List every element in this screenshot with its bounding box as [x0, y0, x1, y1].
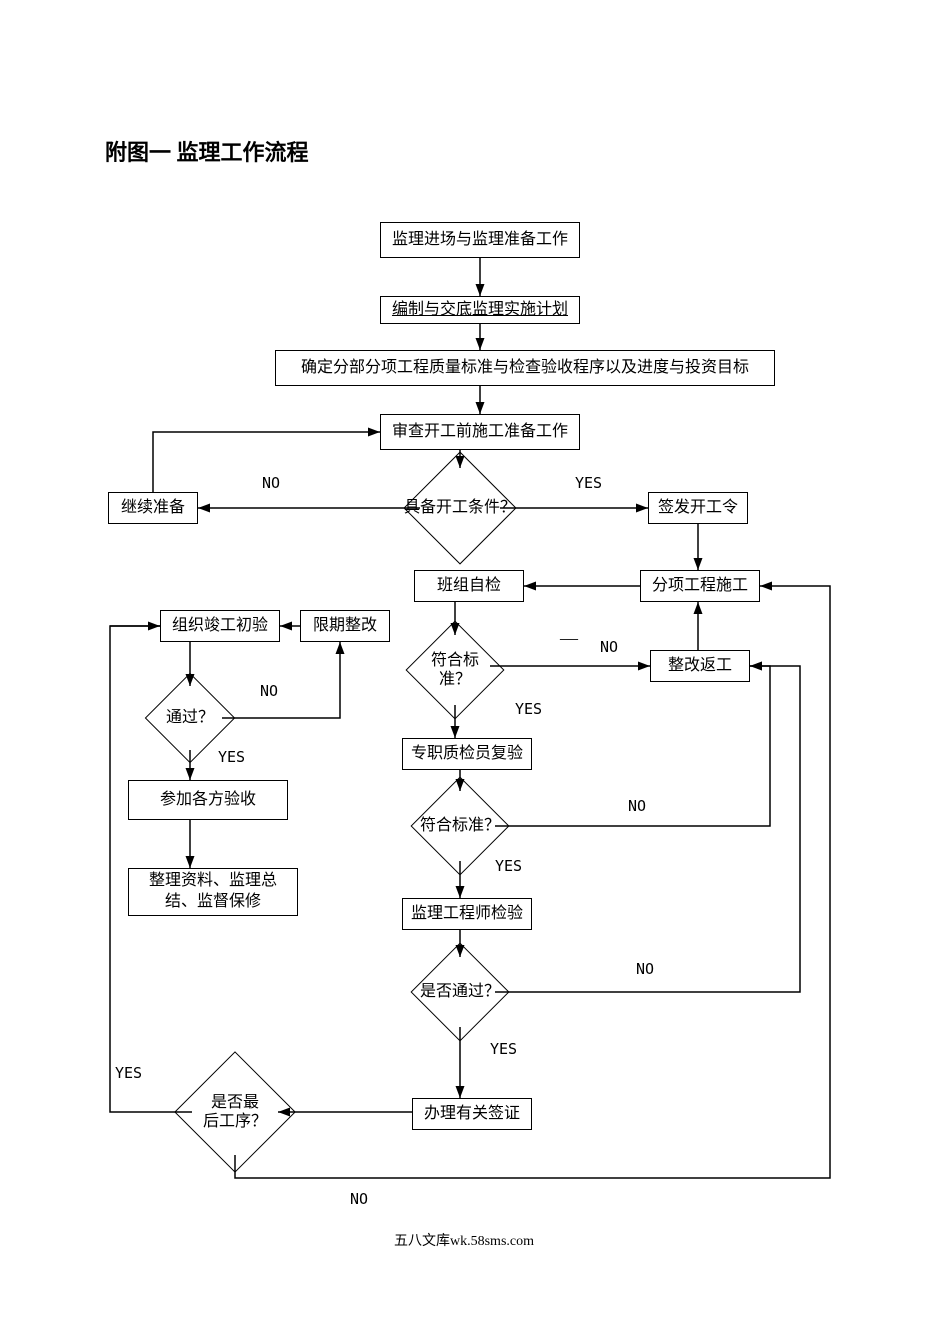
node-n6: 签发开工令: [648, 492, 748, 524]
node-n4: 审查开工前施工准备工作: [380, 414, 580, 450]
label-d4-no: NO: [636, 960, 654, 978]
label-d5-yes: YES: [115, 1064, 142, 1082]
node-n10: 专职质检员复验: [402, 738, 532, 770]
decision-d4-shape: [411, 943, 510, 1042]
label-d2-yes: YES: [515, 700, 542, 718]
label-d3-yes: YES: [495, 857, 522, 875]
label-d4-yes: YES: [490, 1040, 517, 1058]
node-n8: 分项工程施工: [640, 570, 760, 602]
label-d2-no: NO: [600, 638, 618, 656]
dash-mark: —: [560, 628, 578, 649]
label-d3-no: NO: [628, 797, 646, 815]
decision-d2-shape: [406, 621, 505, 720]
node-n5: 继续准备: [108, 492, 198, 524]
node-n14: 限期整改: [300, 610, 390, 642]
node-n15: 参加各方验收: [128, 780, 288, 820]
decision-d5-shape: [174, 1051, 296, 1173]
label-d5-no: NO: [350, 1190, 368, 1208]
node-n1: 监理进场与监理准备工作: [380, 222, 580, 258]
node-n16: 整理资料、监理总结、监督保修: [128, 868, 298, 916]
label-d1-yes: YES: [575, 474, 602, 492]
label-d6-no: NO: [260, 682, 278, 700]
node-n12: 办理有关签证: [412, 1098, 532, 1130]
node-n2: 编制与交底监理实施计划: [380, 296, 580, 324]
decision-d1-shape: [403, 451, 516, 564]
node-n3: 确定分部分项工程质量标准与检查验收程序以及进度与投资目标: [275, 350, 775, 386]
page-footer: 五八文库wk.58sms.com: [394, 1230, 534, 1250]
node-n9: 整改返工: [650, 650, 750, 682]
diagram-title: 附图一 监理工作流程: [105, 135, 309, 167]
label-d6-yes: YES: [218, 748, 245, 766]
node-n13: 组织竣工初验: [160, 610, 280, 642]
label-d1-no: NO: [262, 474, 280, 492]
node-n7: 班组自检: [414, 570, 524, 602]
node-n11: 监理工程师检验: [402, 898, 532, 930]
